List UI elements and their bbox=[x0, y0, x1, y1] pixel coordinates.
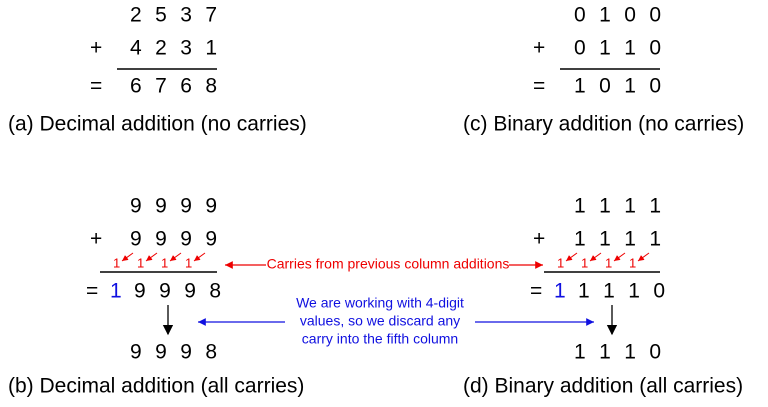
operator: = bbox=[86, 280, 102, 303]
carry-out: 1 bbox=[110, 280, 125, 303]
operand: 4 2 3 1 bbox=[130, 37, 221, 60]
caption: (d) Binary addition (all carries) bbox=[463, 375, 743, 398]
carry-out: 1 bbox=[554, 280, 569, 303]
operator: = bbox=[530, 280, 546, 303]
carry: 1 bbox=[137, 255, 144, 270]
operator: + bbox=[533, 228, 549, 251]
carry-note: Carries from previous column additions bbox=[267, 256, 510, 272]
carry: 1 bbox=[161, 255, 168, 270]
carry-arrow bbox=[121, 252, 134, 262]
operand: 1 1 1 1 bbox=[574, 228, 665, 251]
operator: + bbox=[90, 228, 106, 251]
sum: 9 9 9 8 bbox=[134, 280, 225, 303]
carry-arrow bbox=[589, 252, 602, 262]
caption: (b) Decimal addition (all carries) bbox=[8, 375, 304, 398]
carry: 1 bbox=[557, 255, 564, 270]
caption: (c) Binary addition (no carries) bbox=[463, 113, 744, 136]
carry-arrow bbox=[193, 252, 206, 262]
carry: 1 bbox=[629, 255, 636, 270]
operand: 0 1 1 0 bbox=[574, 37, 665, 60]
carry: 1 bbox=[185, 255, 192, 270]
operand: 9 9 9 9 bbox=[130, 195, 221, 218]
operator: + bbox=[533, 37, 549, 60]
discard-note: carry into the fifth column bbox=[302, 331, 458, 347]
sum: 6 7 6 8 bbox=[130, 75, 221, 98]
carry: 1 bbox=[113, 255, 120, 270]
result: 1 1 1 0 bbox=[574, 341, 665, 364]
operand: 1 1 1 1 bbox=[574, 195, 665, 218]
operator: = bbox=[90, 75, 106, 98]
carry-arrow bbox=[565, 252, 578, 262]
carry-arrow bbox=[613, 252, 626, 262]
operand: 9 9 9 9 bbox=[130, 228, 221, 251]
carry-arrow bbox=[637, 252, 650, 262]
result: 9 9 9 8 bbox=[130, 341, 221, 364]
discard-note: values, so we discard any bbox=[300, 313, 460, 329]
carry-arrow bbox=[169, 252, 182, 262]
panels: 2 5 3 7 + 4 2 3 1 (a) Decimal addition (no … bbox=[8, 4, 744, 398]
operand: 0 1 0 0 bbox=[574, 4, 665, 27]
operator: + bbox=[90, 37, 106, 60]
sum: 1 1 1 0 bbox=[578, 280, 669, 303]
discard-note: We are working with 4-digit bbox=[296, 295, 464, 311]
operator: = bbox=[533, 75, 549, 98]
sum: 1 0 1 0 bbox=[574, 75, 665, 98]
operand: 2 5 3 7 bbox=[130, 4, 221, 27]
carry: 1 bbox=[605, 255, 612, 270]
carry: 1 bbox=[581, 255, 588, 270]
caption: (a) Decimal addition (no carries) bbox=[8, 113, 307, 136]
carry-arrow bbox=[145, 252, 158, 262]
